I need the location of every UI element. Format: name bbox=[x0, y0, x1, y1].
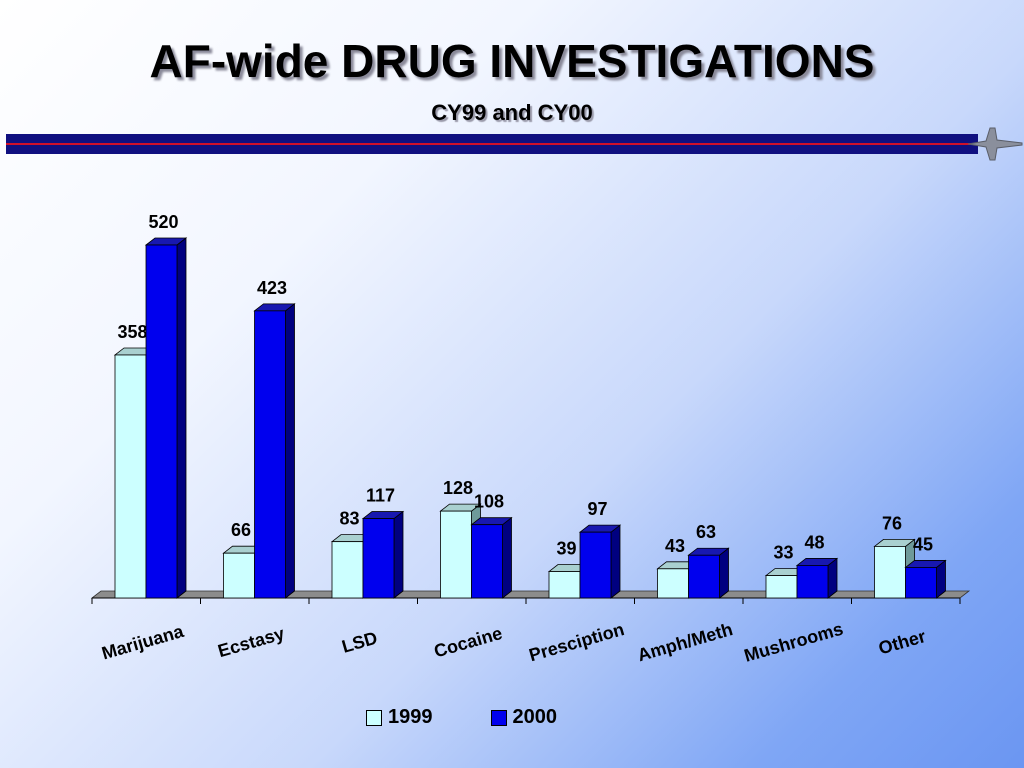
legend-swatch-1999 bbox=[366, 709, 382, 726]
data-label: 43 bbox=[665, 536, 685, 556]
bar-other-2000 bbox=[905, 567, 937, 599]
bar-amphmeth-2000 bbox=[688, 554, 720, 599]
data-label: 83 bbox=[339, 509, 359, 529]
header-divider bbox=[6, 134, 978, 154]
x-tick-label: Cocaine bbox=[432, 623, 505, 662]
data-label: 97 bbox=[587, 499, 607, 519]
data-label: 423 bbox=[257, 278, 287, 298]
x-tick-label: Amph/Meth bbox=[635, 619, 735, 665]
x-tick-label: Mushrooms bbox=[742, 619, 846, 666]
bar-presciption-1999 bbox=[548, 571, 581, 599]
bar-side bbox=[393, 510, 404, 599]
x-tick-label: Presciption bbox=[527, 619, 627, 665]
bar-side bbox=[176, 237, 187, 599]
bar-presciption-2000 bbox=[579, 531, 612, 599]
bar-other-1999 bbox=[874, 546, 906, 599]
legend-label-1999: 1999 bbox=[388, 706, 433, 728]
data-label: 358 bbox=[117, 322, 147, 342]
data-label: 117 bbox=[366, 486, 395, 506]
data-label: 33 bbox=[773, 543, 793, 563]
data-label: 520 bbox=[148, 212, 178, 232]
data-label: 45 bbox=[913, 534, 933, 554]
chart-title: AF-wide DRUG INVESTIGATIONS bbox=[149, 35, 875, 87]
x-tick-label: Marijuana bbox=[99, 621, 186, 664]
bar-mushrooms-2000 bbox=[796, 565, 829, 599]
legend: 1999 2000 bbox=[366, 706, 615, 729]
bar-ecstasy-1999 bbox=[223, 552, 255, 599]
bar-side bbox=[502, 516, 512, 599]
bar-amphmeth-1999 bbox=[657, 568, 689, 599]
data-label: 108 bbox=[474, 492, 504, 512]
bar-lsd-2000 bbox=[362, 518, 395, 599]
jet-icon bbox=[967, 127, 1023, 161]
chart-subtitle: CY99 and CY00 bbox=[431, 100, 593, 125]
bar-mushrooms-1999 bbox=[765, 575, 798, 599]
legend-label-2000: 2000 bbox=[512, 706, 558, 728]
data-label: 76 bbox=[882, 513, 902, 533]
legend-item-1999: 1999 bbox=[366, 706, 433, 729]
bar-lsd-1999 bbox=[331, 541, 364, 599]
bar-cocaine-1999 bbox=[440, 510, 472, 599]
legend-item-2000: 2000 bbox=[490, 706, 558, 729]
bar-side bbox=[610, 524, 621, 599]
bar-ecstasy-2000 bbox=[254, 310, 286, 599]
data-label: 48 bbox=[804, 532, 824, 552]
x-tick-label: Ecstasy bbox=[216, 623, 287, 661]
x-tick-label: Other bbox=[876, 626, 928, 658]
bar-marijuana-1999 bbox=[114, 354, 147, 599]
data-label: 128 bbox=[443, 478, 473, 498]
data-label: 63 bbox=[696, 522, 716, 542]
bar-side bbox=[285, 303, 295, 599]
legend-swatch-2000 bbox=[490, 709, 507, 726]
bar-cocaine-2000 bbox=[471, 524, 503, 599]
x-tick-label: LSD bbox=[340, 628, 380, 657]
bar-marijuana-2000 bbox=[145, 244, 178, 599]
data-label: 66 bbox=[231, 520, 251, 540]
bar-side bbox=[719, 547, 729, 599]
data-label: 39 bbox=[556, 539, 576, 559]
